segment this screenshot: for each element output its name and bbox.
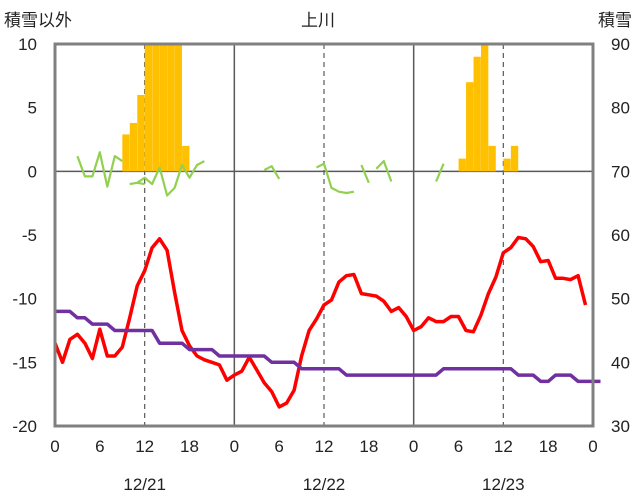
- snowfall-bar: [144, 44, 153, 172]
- left-tick-label: 10: [18, 35, 37, 54]
- left-tick-label: -20: [12, 417, 37, 436]
- snowfall-bar: [182, 145, 190, 172]
- series-line: [263, 165, 281, 180]
- x-tick-label: 6: [454, 437, 463, 456]
- right-tick-label: 30: [611, 417, 630, 436]
- series-line: [375, 160, 393, 182]
- grid-lines: [55, 44, 593, 426]
- right-tick-label: 60: [611, 226, 630, 245]
- series-line: [360, 164, 370, 184]
- right-axis-label: 積雪: [598, 11, 632, 31]
- right-tick-label: 70: [611, 162, 630, 181]
- day-label: 12/21: [123, 475, 166, 494]
- snowfall-bar: [466, 82, 474, 172]
- plot-frame: [53, 42, 595, 428]
- x-tick-label: 6: [95, 437, 104, 456]
- chart-title: 上川: [301, 11, 335, 31]
- snowfall-bar: [167, 44, 175, 172]
- series-line: [129, 160, 205, 197]
- x-tick-label: 18: [359, 437, 378, 456]
- day-label: 12/23: [482, 475, 525, 494]
- left-axis-label: 積雪以外: [4, 11, 72, 31]
- left-tick-label: 0: [28, 162, 37, 181]
- right-tick-label: 50: [611, 290, 630, 309]
- x-tick-label: 18: [180, 437, 199, 456]
- x-tick-label: 12: [135, 437, 154, 456]
- x-tick-label: 0: [409, 437, 418, 456]
- series-line: [55, 309, 601, 384]
- series-line: [137, 181, 145, 186]
- x-tick-label: 0: [230, 437, 239, 456]
- snowfall-bar: [129, 122, 138, 172]
- right-tick-label: 90: [611, 35, 630, 54]
- snowfall-bar: [137, 94, 145, 172]
- series-line: [435, 163, 445, 182]
- x-tick-label: 18: [539, 437, 558, 456]
- x-tick-label: 12: [315, 437, 334, 456]
- left-tick-label: -5: [22, 226, 37, 245]
- snowfall-bar: [503, 158, 511, 172]
- snowfall-bar: [510, 145, 519, 172]
- left-tick-label: -15: [12, 353, 37, 372]
- right-tick-label: 80: [611, 99, 630, 118]
- series-lines: [53, 151, 601, 409]
- series-line: [76, 151, 123, 188]
- snowfall-bar: [122, 134, 130, 172]
- snowfall-bar: [480, 44, 489, 172]
- series-line: [53, 235, 588, 409]
- series-line: [316, 162, 355, 195]
- snowfall-bar: [159, 44, 168, 172]
- snowfall-bar: [152, 44, 160, 172]
- snowfall-bar: [458, 158, 466, 172]
- x-tick-label: 0: [50, 437, 59, 456]
- x-tick-label: 0: [588, 437, 597, 456]
- snowfall-bar: [174, 44, 182, 172]
- snowfall-bar: [473, 56, 481, 172]
- left-tick-label: -10: [12, 290, 37, 309]
- snowfall-bar: [488, 145, 496, 172]
- x-tick-label: 12: [494, 437, 513, 456]
- day-label: 12/22: [303, 475, 346, 494]
- left-tick-label: 5: [28, 99, 37, 118]
- right-tick-label: 40: [611, 353, 630, 372]
- x-tick-label: 6: [274, 437, 283, 456]
- snowfall-bars: [122, 44, 519, 172]
